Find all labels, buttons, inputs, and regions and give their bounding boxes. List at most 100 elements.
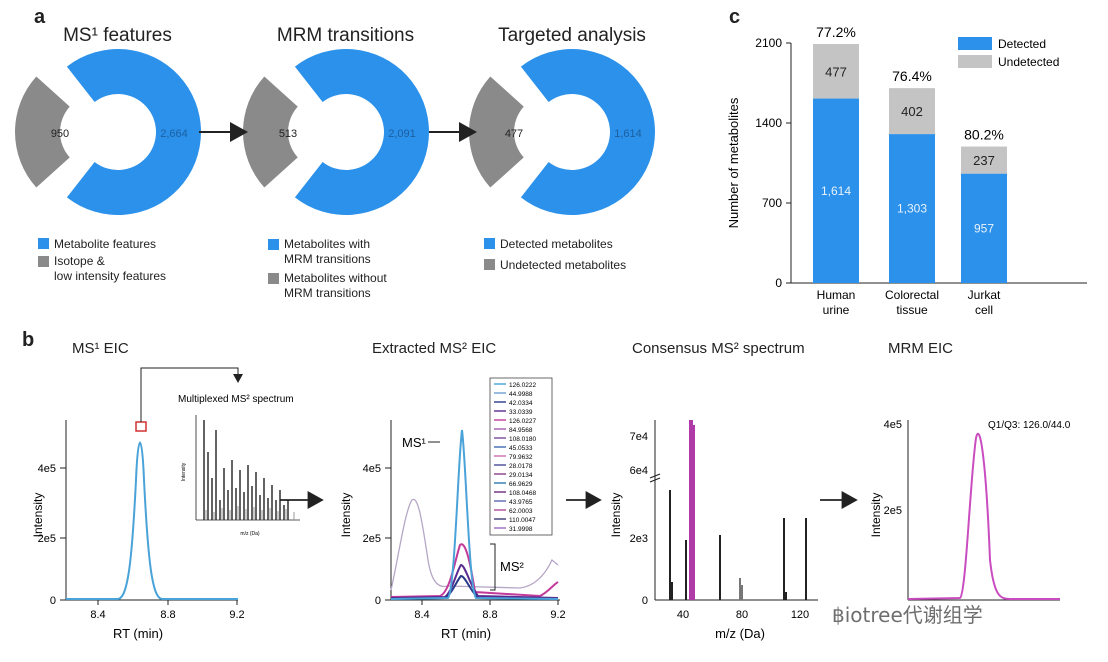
fragment-legend-label: 108.0468 [509,490,536,497]
fragment-legend-label: 108.0180 [509,436,536,443]
panel-label-a: a [34,6,46,28]
x-tick-label: cell [975,303,993,317]
y-tick-label: 4e5 [363,463,381,475]
inset-x-label: m/z (Da) [240,531,260,537]
donut-gray-value: 513 [279,128,297,140]
stacked-bar-chart: 0 700 1400 2100 Number of metabolites 1,614 47… [726,24,1087,317]
inset-ms2-spectrum: Intensity m/z (Da) [181,415,300,537]
y-axis-label: Intensity [609,493,623,538]
panel-label-c: c [729,6,741,28]
legend-label: Undetected [998,55,1059,69]
plot-title-mrm-eic: MRM EIC [888,340,953,357]
fragment-legend-label: 29.0134 [509,472,533,479]
legend-label: Metabolites with MRM transitions [284,237,371,266]
fragment-legend-label: 42.0334 [509,400,533,407]
mrm-eic-plot: 2e5 4e5 Intensity Q1/Q3: 126.0/44.0 [869,419,1071,601]
legend-label: Metabolite features [54,237,157,251]
ms2-bracket [490,543,496,591]
watermark-text: ฿iotree代谢组学 [832,603,983,627]
donut-gray-value: 477 [505,128,523,140]
donut-blue-segment [294,48,429,216]
donut-gray-segment [242,76,298,188]
x-tick-label: urine [823,303,850,317]
fragment-legend-label: 62.0003 [509,508,533,515]
donut-blue-segment [66,48,201,215]
plot-title-consensus: Consensus MS² spectrum [632,340,805,357]
x-tick-label: 9.2 [229,609,244,621]
ms1-label: MS¹ [402,435,427,450]
donut-title-mrm: MRM transitions [276,25,415,46]
bar-value-detected: 957 [974,221,994,235]
donut-blue-value: 2,091 [388,128,416,140]
legend-swatch-blue [38,238,49,249]
bar-percent-label: 80.2% [964,127,1004,143]
x-tick-label: tissue [896,303,928,317]
x-tick-label: 8.4 [414,609,429,621]
y-tick-label: 2e5 [38,533,56,545]
legend-swatch-gray [484,259,495,270]
x-tick-label: 8.8 [160,609,175,621]
y-axis-label: Intensity [31,493,45,538]
fragment-legend-label: 110.0047 [509,517,536,524]
y-tick-label: 700 [762,196,782,210]
x-axis-label: RT (min) [113,626,163,641]
fragment-legend-label: 44.9988 [509,391,533,398]
y-axis-label: Intensity [869,493,883,538]
bar-value-undetected: 237 [973,153,995,168]
fragment-legend-label: 126.0222 [509,382,536,389]
legend-donut-2: Metabolites with MRM transitions Metabol… [268,237,387,301]
ms1-trace [390,429,559,600]
fragment-legend-label: 126.0227 [509,418,536,425]
axis-break-icon [649,473,661,483]
mrm-peak-curve [907,432,1060,600]
y-tick-label: 6e4 [630,465,648,477]
donut-blue-segment [520,49,655,216]
fragment-legend-label: 33.0339 [509,409,533,416]
plot-title-ms2-eic: Extracted MS² EIC [372,340,497,357]
bar-percent-label: 76.4% [892,68,932,84]
x-tick-label: 80 [736,609,748,621]
y-tick-label: 1400 [755,116,782,130]
legend-donut-3: Detected metabolites Undetected metaboli… [484,237,626,273]
y-tick-label: 0 [50,595,56,607]
x-tick-label: Jurkat [968,288,1001,302]
x-axis-label: m/z (Da) [715,626,765,641]
fragment-legend-label: 84.9568 [509,427,533,434]
legend-label: Undetected metabolites [500,258,627,272]
bar-undetected [813,44,859,99]
legend-donut-1: Metabolite features Isotope & low intens… [38,237,166,284]
legend-swatch [958,37,992,50]
fragment-legend-label: 79.9632 [509,454,533,461]
y-tick-label: 7e4 [630,431,648,443]
x-axis-label: RT (min) [441,626,491,641]
fragment-legend-label: 43.9765 [509,499,533,506]
donut-gray-segment [15,76,70,188]
bar-detected [813,98,859,284]
y-tick-label: 2e5 [884,505,902,517]
y-tick-label: 0 [375,595,381,607]
x-tick-label: Human [817,288,856,302]
x-tick-label: 9.2 [550,609,565,621]
x-tick-label: 8.8 [482,609,497,621]
x-tick-label: 40 [677,609,689,621]
y-tick-label: 4e5 [884,419,902,431]
bar-value-detected: 1,614 [821,184,851,198]
legend-label: Detected metabolites [500,237,613,251]
bar-percent-label: 77.2% [816,24,856,40]
legend-swatch [958,55,992,68]
bar-value-undetected: 477 [825,64,847,79]
y-tick-label: 0 [775,276,782,290]
y-tick-label: 2e5 [363,533,381,545]
ms2-eic-plot: 0 2e5 4e5 8.4 8.8 9.2 RT (min) Intensity… [339,377,566,641]
chromatogram-panels: 0 2e5 4e5 8.4 8.8 9.2 RT (min) Intensity… [31,367,1071,641]
ms1-peak-curve [66,441,238,600]
y-tick-label: 2e3 [630,533,648,545]
x-tick-label: 8.4 [90,609,105,621]
fragment-legend-label: 31.9998 [509,526,533,533]
y-axis-label: Number of metabolites [726,97,741,228]
inset-title: Multiplexed MS² spectrum [178,394,294,405]
panel-label-b: b [22,329,35,351]
ms2-label: MS² [500,559,525,574]
bar-value-undetected: 402 [901,104,923,119]
bar-detected [961,173,1007,283]
